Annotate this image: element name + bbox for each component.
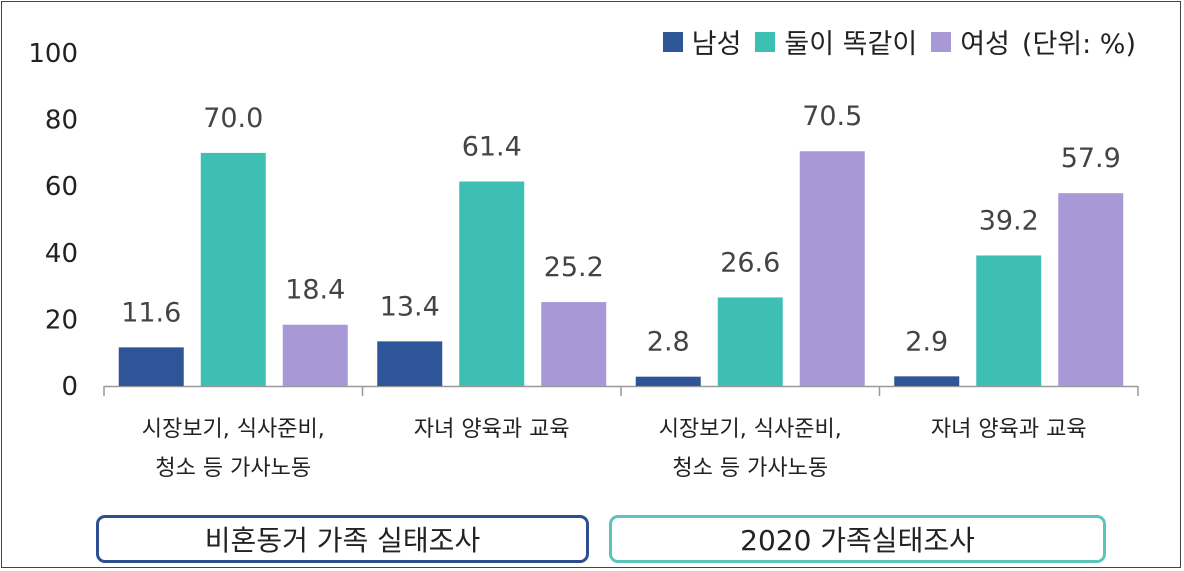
- x-category-label: 자녀 양육과 교육: [931, 417, 1087, 442]
- bar: [282, 324, 348, 386]
- x-category-label: 청소 등 가사노동: [672, 456, 828, 481]
- data-label: 61.4: [462, 132, 522, 163]
- data-label: 18.4: [285, 275, 345, 306]
- legend: 남성 둘이 똑같이 여성 (단위: %): [649, 22, 1136, 61]
- bar: [541, 302, 607, 386]
- x-category-label: 시장보기, 식사준비,: [142, 417, 325, 442]
- legend-swatch-male: [662, 31, 683, 52]
- x-category-label: 시장보기, 식사준비,: [659, 417, 842, 442]
- data-label: 70.5: [802, 101, 862, 132]
- y-tick-label: 0: [61, 372, 78, 402]
- legend-swatch-female: [931, 31, 952, 52]
- y-tick-label: 60: [45, 172, 78, 202]
- data-label: 26.6: [720, 247, 780, 278]
- legend-label-both: 둘이 똑같이: [784, 29, 918, 60]
- bar: [200, 152, 266, 386]
- group-label-cohabitation-survey: 비혼동거 가족 실태조사: [96, 515, 589, 563]
- y-tick-label: 80: [45, 106, 78, 136]
- bar: [118, 347, 184, 386]
- bar: [459, 181, 525, 386]
- data-label: 2.8: [647, 327, 690, 358]
- bar: [976, 255, 1042, 386]
- legend-label-male: 남성: [691, 29, 742, 60]
- bar: [894, 376, 960, 386]
- data-label: 13.4: [380, 291, 440, 322]
- data-label: 39.2: [979, 205, 1039, 236]
- y-tick-label: 100: [28, 39, 78, 69]
- x-category-label: 청소 등 가사노동: [155, 456, 311, 481]
- legend-label-female: 여성: [960, 29, 1010, 60]
- bar: [377, 341, 443, 386]
- group-label-2020-family-survey: 2020 가족실태조사: [609, 515, 1106, 563]
- x-category-label: 자녀 양육과 교육: [414, 417, 570, 442]
- y-tick-label: 40: [45, 239, 78, 269]
- legend-item-male: 남성: [662, 22, 742, 61]
- legend-swatch-both: [755, 31, 776, 52]
- y-tick-label: 20: [45, 305, 78, 335]
- data-label: 25.2: [544, 252, 604, 283]
- bar: [717, 297, 783, 386]
- data-label: 2.9: [905, 326, 948, 357]
- legend-item-both: 둘이 똑같이: [755, 22, 917, 61]
- data-label: 70.0: [203, 103, 263, 134]
- data-label: 57.9: [1061, 143, 1121, 174]
- data-label: 11.6: [121, 297, 181, 328]
- unit-note: (단위: %): [1021, 29, 1136, 60]
- bar: [635, 376, 701, 386]
- legend-item-female: 여성: [931, 22, 1010, 61]
- bar: [1058, 193, 1124, 386]
- bar: [799, 151, 865, 386]
